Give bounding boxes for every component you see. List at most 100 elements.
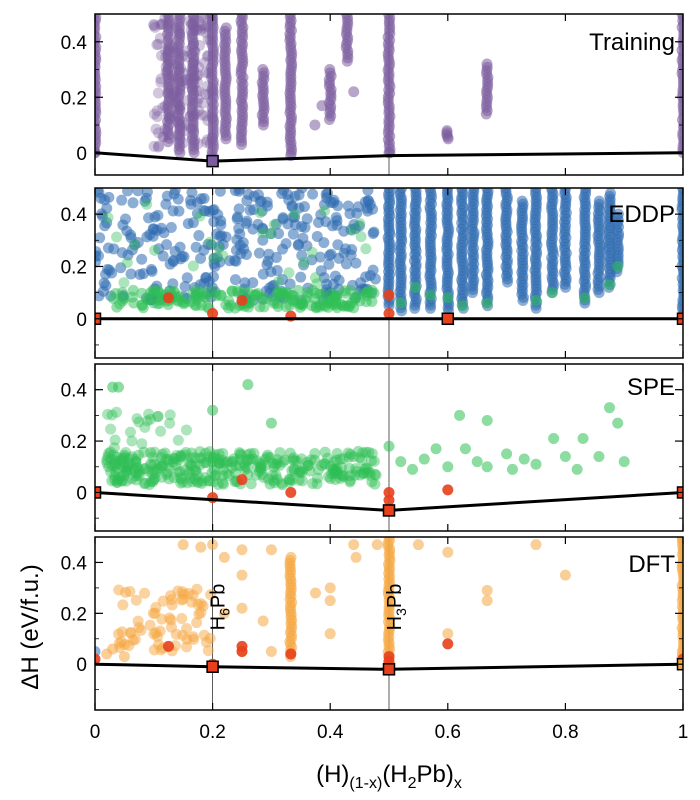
data-point (359, 463, 371, 475)
data-point (271, 473, 283, 485)
data-point (122, 460, 134, 472)
data-point (442, 638, 454, 650)
data-point (322, 452, 334, 464)
data-point (253, 465, 265, 477)
panel-spe: SPE 0 0.2 0.4 (61, 363, 684, 532)
data-point (121, 465, 133, 477)
data-point (330, 465, 342, 477)
data-point (289, 190, 301, 202)
data-point (230, 460, 242, 472)
hull-vertex-square (206, 660, 219, 673)
data-point (274, 459, 286, 471)
data-point (299, 221, 311, 233)
data-point (95, 232, 106, 244)
panel-training: Training 0 0.2 0.4 (61, 13, 684, 176)
data-point (144, 619, 156, 631)
data-point (287, 228, 299, 240)
data-point (143, 408, 155, 420)
data-point (396, 188, 408, 194)
data-point (109, 434, 121, 446)
data-point (148, 223, 160, 235)
data-point (216, 230, 228, 242)
data-point (501, 448, 513, 460)
data-point (152, 463, 164, 475)
data-point (342, 447, 354, 459)
hull-vertex-square (382, 663, 396, 676)
data-point (364, 469, 376, 481)
data-point (180, 446, 192, 458)
data-point (276, 477, 288, 489)
y-tick-label: 0 (76, 483, 87, 504)
data-point (330, 464, 342, 476)
data-point (442, 461, 454, 473)
data-point (229, 255, 241, 267)
data-point (175, 449, 187, 461)
panel-frame (94, 536, 684, 711)
data-point (277, 213, 289, 225)
data-point (174, 472, 186, 484)
data-point (354, 452, 366, 464)
data-point (365, 455, 377, 467)
data-point (212, 453, 224, 465)
data-point (213, 457, 225, 469)
data-point (119, 451, 131, 463)
data-point (255, 195, 267, 207)
data-point (310, 587, 321, 599)
data-point (214, 188, 226, 197)
data-point (194, 210, 206, 222)
data-point (196, 475, 208, 487)
y-tick-label: 0.2 (61, 432, 87, 453)
data-point (95, 188, 104, 196)
data-point (147, 476, 159, 488)
data-point (195, 252, 207, 264)
convex-hull-line (95, 662, 683, 671)
data-point (306, 246, 318, 258)
data-point (283, 474, 295, 486)
data-point (197, 14, 209, 22)
data-point (209, 469, 221, 481)
data-point (306, 254, 318, 266)
data-point (113, 458, 125, 470)
data-point (210, 469, 222, 481)
x-tick-label: 0.4 (317, 722, 344, 743)
data-point (577, 433, 589, 445)
data-point (183, 587, 195, 599)
data-point (346, 224, 358, 236)
y-tick-label: 0.4 (61, 205, 88, 226)
data-point (133, 470, 145, 482)
data-point (195, 541, 207, 553)
x-axis: 0 0.2 0.4 0.6 0.8 1 (90, 722, 689, 743)
data-point (150, 467, 162, 479)
data-point (364, 270, 376, 282)
data-point (126, 435, 138, 447)
data-point (546, 287, 558, 299)
data-point (130, 470, 142, 482)
data-point (344, 476, 356, 488)
data-point (138, 446, 150, 458)
data-point (325, 461, 337, 473)
data-point (242, 462, 254, 474)
data-point (168, 452, 180, 464)
data-point (187, 631, 199, 643)
data-point (152, 87, 164, 99)
data-point (425, 289, 437, 301)
x-axis-label: (H)(1-x)(H2Pb)x (316, 761, 462, 792)
data-point (204, 446, 216, 458)
data-point (199, 205, 211, 217)
data-point (255, 463, 267, 475)
data-point (360, 243, 372, 255)
data-point (139, 477, 151, 489)
data-point (167, 256, 179, 268)
data-point (307, 477, 319, 489)
data-point (187, 14, 199, 20)
data-point (265, 228, 277, 240)
data-point (144, 287, 156, 299)
data-point (366, 476, 378, 488)
data-point (324, 64, 336, 76)
data-point (217, 469, 229, 481)
data-point (183, 468, 195, 480)
data-point (604, 279, 615, 291)
data-point (212, 478, 224, 490)
panel-title-dft: DFT (628, 551, 675, 578)
data-point (216, 454, 228, 466)
